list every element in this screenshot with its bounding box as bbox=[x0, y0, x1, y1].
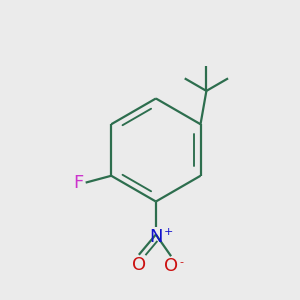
Text: O: O bbox=[132, 256, 146, 274]
Text: N: N bbox=[149, 228, 163, 246]
Text: -: - bbox=[179, 257, 183, 267]
Text: O: O bbox=[164, 257, 178, 275]
Text: F: F bbox=[73, 174, 83, 192]
Text: +: + bbox=[164, 227, 173, 237]
